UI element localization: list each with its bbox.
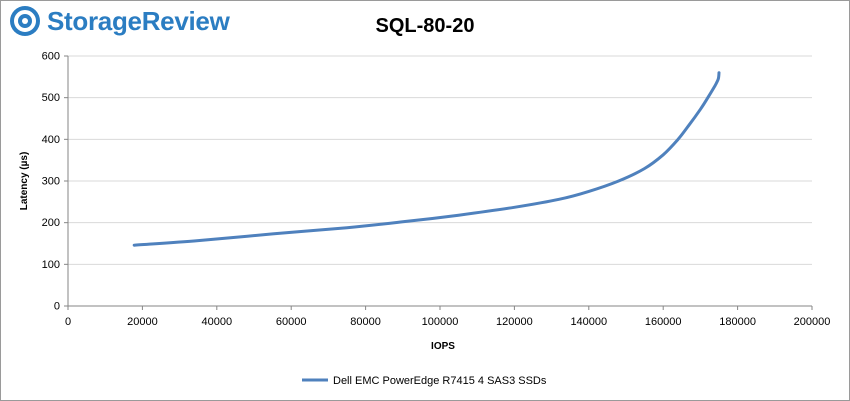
chart-legend: Dell EMC PowerEdge R7415 4 SAS3 SSDs xyxy=(302,375,547,387)
storagereview-logo: StorageReview xyxy=(9,5,230,37)
y-tick-label: 500 xyxy=(42,92,60,104)
y-tick-label: 100 xyxy=(42,259,60,271)
x-tick-label: 60000 xyxy=(276,316,307,328)
x-tick-label: 100000 xyxy=(422,316,459,328)
x-tick-label: 0 xyxy=(65,316,71,328)
legend-label: Dell EMC PowerEdge R7415 4 SAS3 SSDs xyxy=(333,375,547,387)
x-axis-label: IOPS xyxy=(431,341,455,352)
y-tick-label: 400 xyxy=(42,134,60,146)
y-tick-labels: 0 100 200 300 400 500 600 xyxy=(42,51,60,313)
brand-name: StorageReview xyxy=(47,5,230,36)
grid-lines xyxy=(68,55,812,265)
x-tick-label: 160000 xyxy=(645,316,682,328)
x-tick-label: 120000 xyxy=(496,316,533,328)
y-tick-label: 200 xyxy=(42,217,60,229)
x-tick-label: 140000 xyxy=(570,316,607,328)
series-lines xyxy=(132,71,721,247)
x-tick-label: 20000 xyxy=(127,316,158,328)
chart-title: SQL-80-20 xyxy=(375,15,475,37)
x-tick-label: 80000 xyxy=(350,316,381,328)
x-tick-label: 180000 xyxy=(719,316,756,328)
chart-axes xyxy=(64,55,813,310)
x-tick-label: 200000 xyxy=(794,316,831,328)
y-tick-label: 600 xyxy=(42,51,60,63)
y-axis-label: Latency (µs) xyxy=(19,152,30,211)
y-tick-label: 0 xyxy=(54,301,60,313)
x-tick-label: 40000 xyxy=(202,316,233,328)
series-line-0 xyxy=(132,71,721,247)
storagereview-logo-icon xyxy=(10,6,40,36)
x-tick-labels: 0 20000 40000 60000 80000 100000 120000 140000 1… xyxy=(65,316,830,328)
y-tick-label: 300 xyxy=(42,176,60,188)
